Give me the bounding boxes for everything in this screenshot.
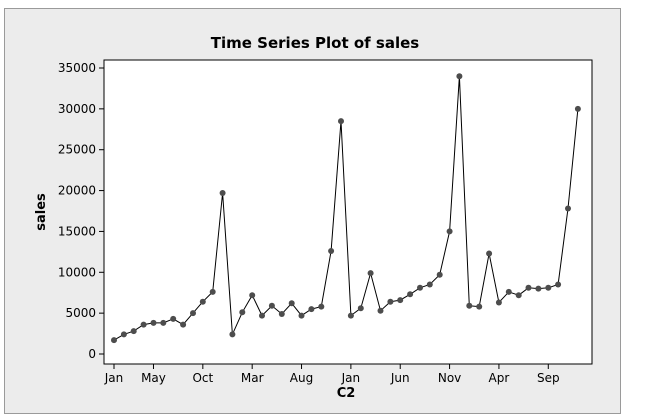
x-tick-label: Nov: [438, 371, 461, 385]
data-point: [190, 310, 196, 317]
data-point: [338, 118, 344, 125]
data-point: [140, 321, 147, 328]
data-point: [268, 302, 275, 309]
data-point: [417, 284, 423, 291]
data-point: [328, 248, 335, 254]
data-point: [209, 288, 216, 295]
data-point: [535, 285, 542, 292]
data-point: [298, 312, 305, 319]
x-tick-label: Apr: [489, 371, 510, 385]
x-tick-label: Jan: [104, 371, 124, 385]
x-axis: Jan May Oct Mar Aug Jan Jun Nov Apr Sep: [104, 364, 560, 385]
data-point: [357, 305, 364, 312]
data-point: [446, 228, 453, 235]
x-tick-label: Sep: [537, 371, 560, 385]
data-point: [120, 331, 127, 338]
data-point: [111, 337, 117, 344]
y-tick-label: 5000: [65, 306, 96, 320]
data-point: [495, 299, 502, 306]
data-point: [377, 307, 384, 314]
data-point: [397, 297, 404, 304]
x-tick-label: Aug: [290, 371, 313, 385]
data-point: [219, 190, 226, 196]
data-point: [574, 105, 581, 112]
data-point: [318, 303, 325, 310]
data-point: [426, 281, 433, 288]
data-point: [515, 292, 522, 299]
data-point: [486, 250, 493, 257]
x-tick-label: Jun: [390, 371, 410, 385]
x-tick-label: May: [141, 371, 166, 385]
data-point: [170, 315, 177, 322]
data-point: [466, 302, 473, 309]
data-point: [229, 331, 236, 338]
data-point: [545, 284, 552, 291]
plot-area: [103, 59, 593, 365]
data-point: [407, 291, 414, 298]
data-point: [476, 303, 483, 310]
x-tick-label: Oct: [192, 371, 213, 385]
data-point: [525, 284, 532, 291]
y-axis-label: sales: [34, 193, 49, 231]
y-tick-label: 30000: [58, 102, 96, 116]
data-point: [367, 270, 374, 277]
data-point: [130, 328, 137, 335]
data-point: [150, 319, 157, 326]
data-point: [456, 73, 463, 80]
x-axis-label: C2: [337, 386, 356, 401]
data-point: [160, 319, 167, 326]
data-point: [239, 309, 246, 316]
data-points: [111, 73, 581, 344]
data-point: [565, 205, 571, 212]
chart-title: Time Series Plot of sales: [211, 34, 419, 52]
x-tick-label: Jan: [341, 371, 361, 385]
data-point: [347, 312, 354, 319]
y-tick-label: 35000: [58, 61, 96, 75]
x-tick-label: Mar: [241, 371, 264, 385]
data-point: [259, 312, 265, 319]
data-point: [308, 306, 315, 313]
y-tick-label: 15000: [58, 224, 96, 238]
data-point: [436, 271, 443, 278]
data-point: [387, 298, 394, 305]
y-tick-label: 0: [88, 347, 96, 361]
y-axis: 0 5000 10000 15000 20000 25000 30000 35000: [58, 61, 104, 361]
y-tick-label: 25000: [58, 143, 96, 157]
data-point: [249, 292, 256, 299]
data-point: [288, 300, 295, 307]
data-point: [180, 321, 187, 328]
data-point: [199, 298, 206, 305]
data-point: [555, 281, 562, 288]
data-point: [505, 288, 512, 295]
data-point: [278, 311, 285, 317]
y-tick-label: 20000: [58, 184, 96, 198]
y-tick-label: 10000: [58, 265, 96, 279]
